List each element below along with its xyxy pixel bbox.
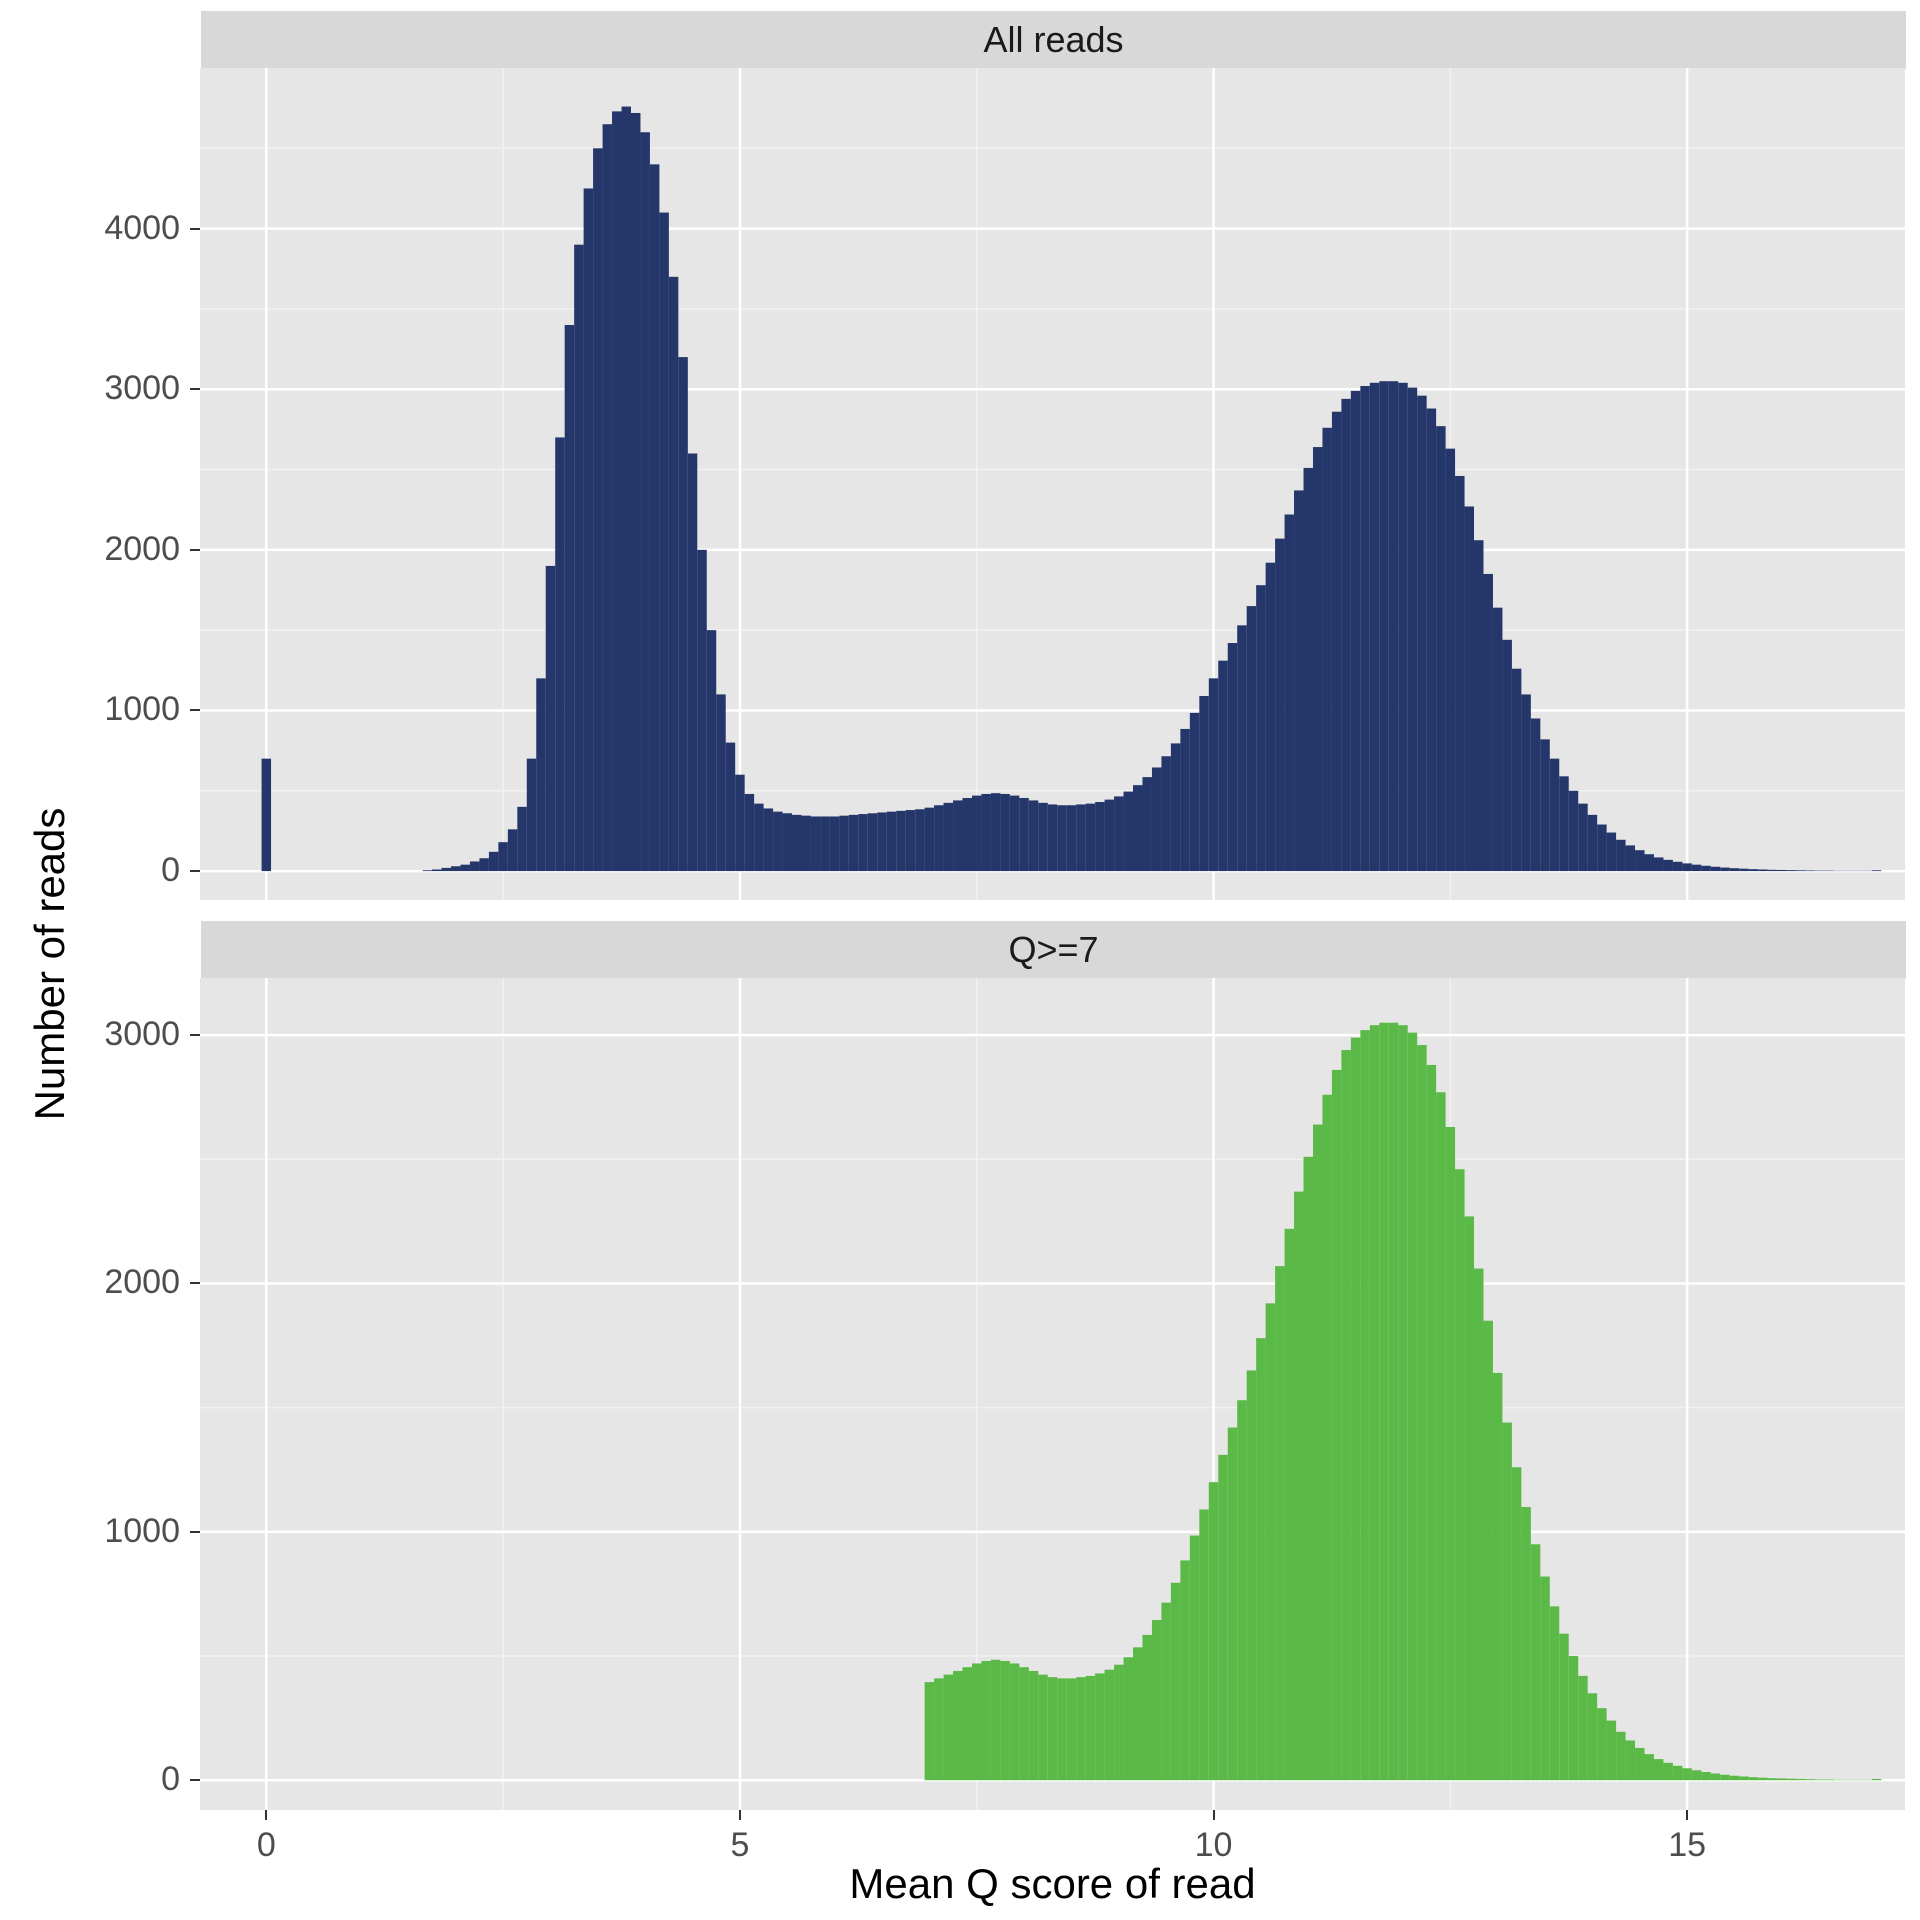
figure-container: Number of reads Mean Q score of read All… [0,0,1920,1920]
y-tick-mark [190,709,200,711]
y-axis-title: Number of reads [26,764,74,1164]
x-tick-label: 10 [1154,1826,1274,1865]
x-tick-mark [739,1810,741,1820]
panel-svg [200,978,1905,1810]
x-axis-title: Mean Q score of read [200,1860,1905,1908]
x-tick-label: 15 [1627,1826,1747,1865]
x-tick-label: 5 [680,1826,800,1865]
plot-panel [200,978,1905,1810]
y-tick-mark [190,549,200,551]
y-tick-label: 1000 [0,1512,180,1551]
y-tick-label: 4000 [0,209,180,248]
y-tick-label: 2000 [0,530,180,569]
y-tick-label: 1000 [0,690,180,729]
facet-strip: Q>=7 [200,920,1907,980]
y-tick-label: 0 [0,851,180,890]
x-tick-mark [1213,1810,1215,1820]
x-tick-label: 0 [206,1826,326,1865]
facet-strip: All reads [200,10,1907,70]
y-tick-label: 3000 [0,369,180,408]
x-tick-mark [265,1810,267,1820]
y-tick-mark [190,1531,200,1533]
y-tick-mark [190,1034,200,1036]
y-tick-mark [190,1779,200,1781]
y-tick-mark [190,388,200,390]
y-tick-mark [190,228,200,230]
y-tick-mark [190,1282,200,1284]
y-tick-label: 2000 [0,1263,180,1302]
y-tick-label: 0 [0,1760,180,1799]
x-tick-mark [1686,1810,1688,1820]
y-tick-mark [190,870,200,872]
y-tick-label: 3000 [0,1015,180,1054]
plot-panel [200,68,1905,900]
panel-svg [200,68,1905,900]
